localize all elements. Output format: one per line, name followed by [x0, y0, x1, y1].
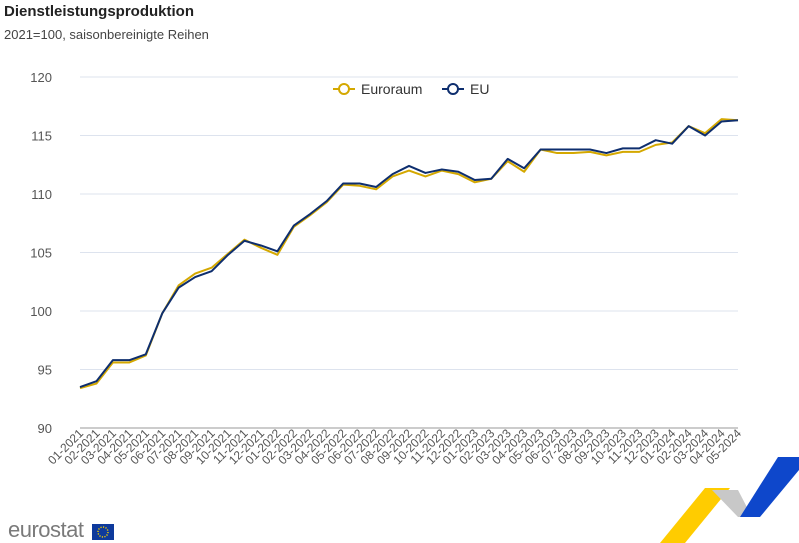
eurostat-logo: eurostat	[8, 517, 115, 543]
chart-subtitle: 2021=100, saisonbereinigte Reihen	[4, 27, 209, 42]
y-tick-label: 105	[30, 246, 52, 261]
series-line-eu	[79, 119, 739, 388]
y-tick-label: 100	[30, 304, 52, 319]
y-tick-label: 110	[31, 187, 52, 202]
y-tick-label: 120	[30, 70, 52, 85]
legend-label: EU	[470, 81, 489, 97]
eu-flag-icon	[92, 524, 115, 541]
y-tick-label: 90	[38, 421, 52, 436]
legend-marker	[338, 83, 350, 95]
decor-stripe-blue	[740, 457, 799, 517]
y-tick-label: 115	[31, 129, 52, 144]
series-line-euroraum	[79, 118, 739, 390]
legend-label: Euroraum	[361, 81, 422, 97]
decor-stripe-grey	[712, 490, 752, 517]
y-tick-label: 95	[38, 363, 52, 378]
logo-text: eurostat	[8, 517, 84, 542]
decor-stripe-yellow	[660, 488, 730, 543]
chart-title: Dienstleistungsproduktion	[4, 3, 195, 20]
legend-marker	[447, 83, 459, 95]
